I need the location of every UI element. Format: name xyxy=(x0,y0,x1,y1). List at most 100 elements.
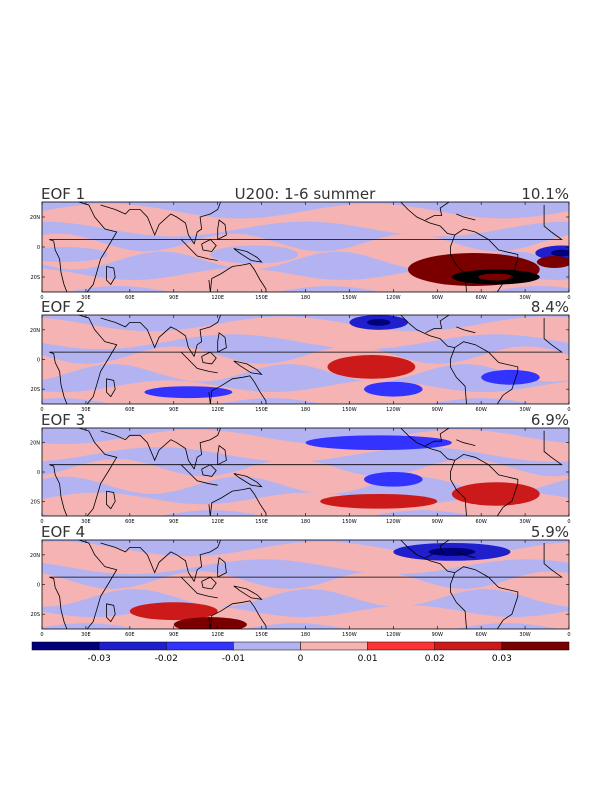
y-tick-label: 20N xyxy=(30,553,40,559)
x-axis: 0 30E 60E 90E 120E 150E 180 150W 120W 90W 60W 30W 0 xyxy=(40,540,571,638)
x-tick-label: 60E xyxy=(125,632,135,638)
x-tick-label: 30E xyxy=(81,632,91,638)
y-tick-label: 0 xyxy=(37,358,40,364)
anomaly-core xyxy=(366,319,391,326)
x-tick-label: 60E xyxy=(125,295,135,301)
colorbar-swatch xyxy=(501,641,570,651)
x-tick-label: 90W xyxy=(432,632,443,638)
x-tick-label: 30E xyxy=(81,519,91,525)
coastlines xyxy=(49,540,563,629)
positive-band xyxy=(42,571,569,607)
x-tick-label: 0 xyxy=(567,519,570,525)
anomaly-contour xyxy=(364,472,423,487)
x-tick-label: 90W xyxy=(432,295,443,301)
x-axis: 0 30E 60E 90E 120E 150E 180 150W 120W 90W 60W 30W 0 xyxy=(40,202,571,301)
anomaly-contour xyxy=(320,494,438,509)
panel-variance: 8.4% xyxy=(531,298,569,316)
x-tick-label: 30W xyxy=(519,407,530,413)
y-tick-label: 0 xyxy=(37,470,40,476)
positive-band xyxy=(42,380,569,404)
panel-label: EOF 2 xyxy=(41,298,85,316)
anomaly-contour xyxy=(327,355,416,379)
anomaly-core xyxy=(428,547,476,556)
y-tick-label: 20S xyxy=(30,387,40,393)
anomaly-core xyxy=(478,273,514,281)
x-tick-label: 120E xyxy=(211,407,224,413)
anomaly-contour xyxy=(305,435,452,450)
x-tick-label: 150E xyxy=(255,519,268,525)
x-tick-label: 150E xyxy=(255,295,268,301)
x-tick-label: 120W xyxy=(386,407,401,413)
x-tick-label: 150W xyxy=(342,407,357,413)
positive-band xyxy=(42,203,569,237)
x-tick-label: 60W xyxy=(476,519,487,525)
x-tick-label: 0 xyxy=(40,295,43,301)
x-tick-label: 90E xyxy=(169,632,179,638)
y-tick-label: 20S xyxy=(30,275,40,281)
panel-variance: 10.1% xyxy=(521,185,569,203)
y-tick-label: 20N xyxy=(30,215,40,221)
colorbar-swatch xyxy=(166,641,234,651)
x-tick-label: 30E xyxy=(81,295,91,301)
y-tick-label: 0 xyxy=(37,583,40,589)
x-tick-label: 180 xyxy=(301,407,311,413)
x-tick-label: 60E xyxy=(125,519,135,525)
positive-band xyxy=(42,316,569,350)
anomaly-contour xyxy=(129,602,218,621)
positive-band xyxy=(42,492,569,516)
x-tick-label: 60W xyxy=(476,632,487,638)
x-tick-label: 180 xyxy=(301,295,311,301)
positive-band xyxy=(42,429,569,462)
x-tick-label: 90E xyxy=(169,407,179,413)
panel-4: 0 30E 60E 90E 120E 150E 180 150W 120W 90W 60W 30W 02… xyxy=(30,523,571,638)
colorbar-swatch xyxy=(31,641,100,651)
panel-label: EOF 4 xyxy=(41,523,85,541)
x-tick-label: 0 xyxy=(40,519,43,525)
anomaly-contour xyxy=(173,617,247,629)
y-axis: 20N 0 20S xyxy=(30,328,569,393)
colorbar: -0.03 -0.02 -0.01 0 0.01 0.02 0.03 xyxy=(31,641,570,664)
colorbar-label: -0.01 xyxy=(222,654,245,664)
anomaly-contour xyxy=(144,386,233,399)
panel-variance: 6.9% xyxy=(531,411,569,429)
x-axis: 0 30E 60E 90E 120E 150E 180 150W 120W 90W 60W 30W 0 xyxy=(40,315,571,413)
coastlines xyxy=(49,202,563,292)
anomaly-contour xyxy=(481,369,540,385)
colorbar-swatch xyxy=(367,641,435,651)
x-tick-label: 120W xyxy=(386,632,401,638)
y-tick-label: 20N xyxy=(30,441,40,447)
x-tick-label: 150E xyxy=(255,632,268,638)
anomaly-contour xyxy=(210,245,299,264)
coastlines xyxy=(49,315,563,404)
positive-band xyxy=(42,458,569,494)
x-tick-label: 150E xyxy=(255,407,268,413)
x-tick-label: 120E xyxy=(211,632,224,638)
x-tick-label: 0 xyxy=(567,632,570,638)
anomaly-contour xyxy=(451,482,540,506)
x-tick-label: 150W xyxy=(342,519,357,525)
colorbar-label: 0 xyxy=(298,654,304,664)
x-tick-label: 120E xyxy=(211,519,224,525)
y-axis: 20N 0 20S xyxy=(30,215,569,281)
positive-band xyxy=(42,346,569,382)
panel-variance: 5.9% xyxy=(531,523,569,541)
x-axis: 0 30E 60E 90E 120E 150E 180 150W 120W 90W 60W 30W 0 xyxy=(40,428,571,525)
x-tick-label: 90E xyxy=(169,295,179,301)
colorbar-label: 0.02 xyxy=(425,654,445,664)
panel-label: EOF 1 xyxy=(41,185,85,203)
x-tick-label: 180 xyxy=(301,519,311,525)
coastlines xyxy=(49,428,563,516)
x-tick-label: 90E xyxy=(169,519,179,525)
x-tick-label: 90W xyxy=(432,519,443,525)
panels: 0 30E 60E 90E 120E 150E 180 150W 120W 90W 60W 30W 0 2… xyxy=(30,185,571,638)
y-axis: 20N 0 20S xyxy=(30,553,569,618)
x-tick-label: 60E xyxy=(125,407,135,413)
anomaly-core xyxy=(551,249,569,257)
colorbar-label: 0.01 xyxy=(358,654,378,664)
anomaly-contour xyxy=(364,381,423,397)
x-tick-label: 150W xyxy=(342,632,357,638)
x-tick-label: 60W xyxy=(476,407,487,413)
panel-3: 0 30E 60E 90E 120E 150E 180 150W 120W 90W 60W 30W 02… xyxy=(30,411,571,525)
figure-title: U200: 1-6 summer xyxy=(235,185,376,203)
x-tick-label: 30W xyxy=(519,295,530,301)
